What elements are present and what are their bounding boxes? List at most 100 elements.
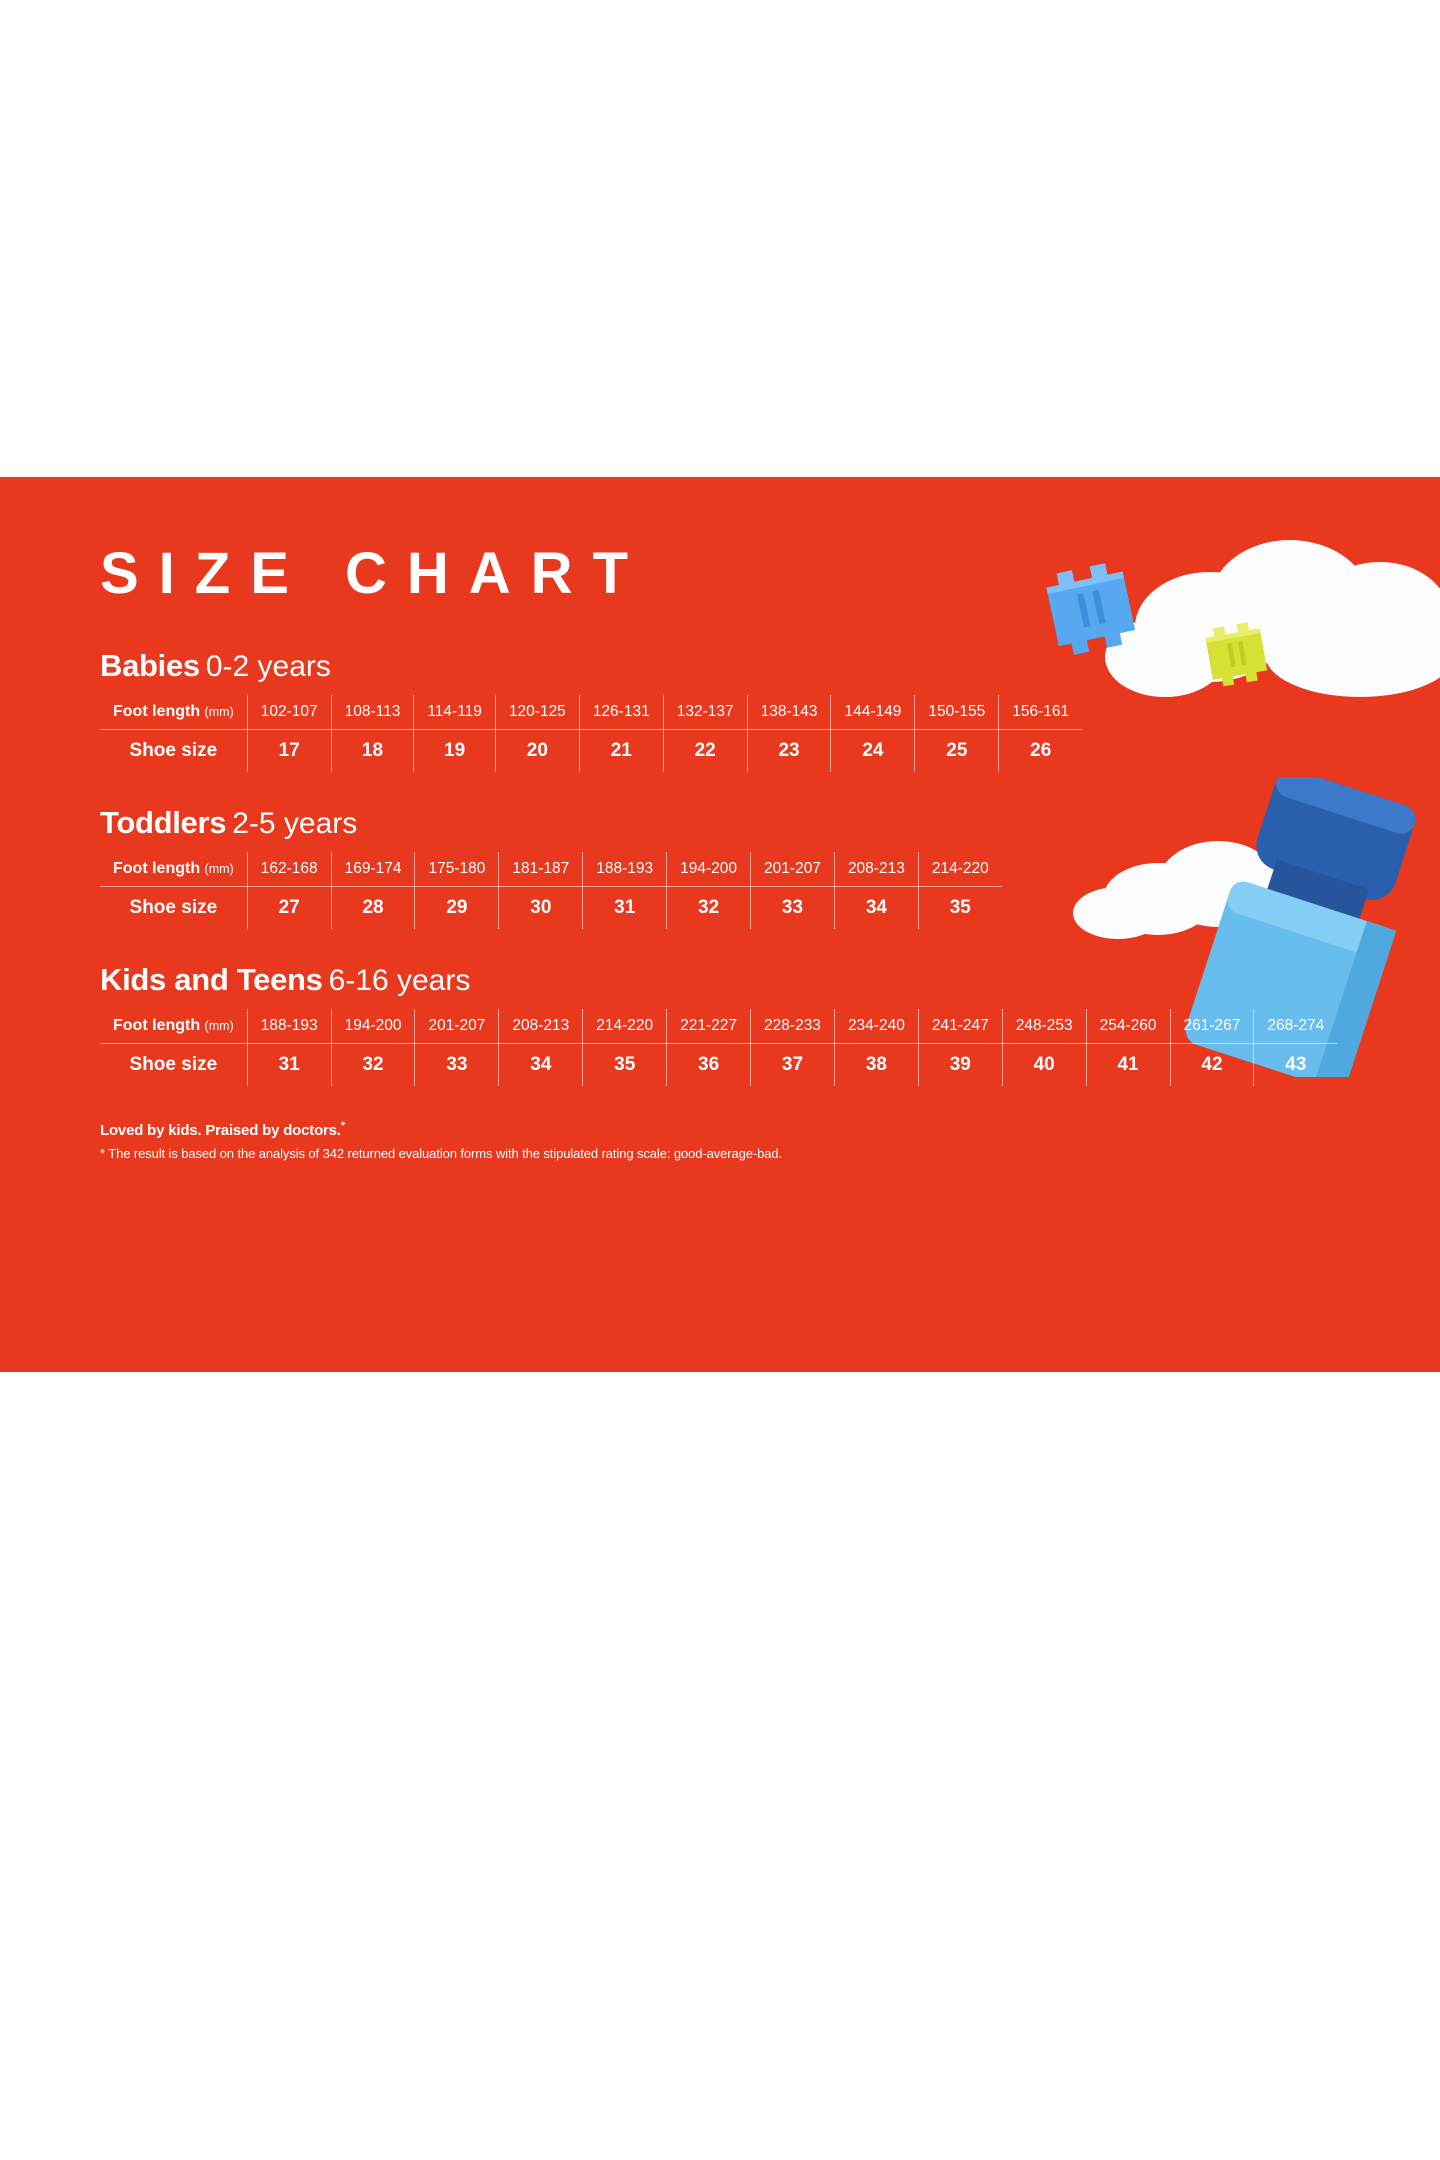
cell-shoe-size: 23 <box>747 729 832 773</box>
cell-shoe-size: 33 <box>414 1043 500 1087</box>
cell-foot-length: 214-220 <box>582 1009 668 1045</box>
section-age-range: 2-5 years <box>232 807 358 841</box>
cell-foot-length: 254-260 <box>1086 1009 1171 1045</box>
size-chart-panel: SIZE CHART Babies 0-2 years Foot length (… <box>0 477 1440 1372</box>
section-age-range: 0-2 years <box>205 650 331 683</box>
tagline-asterisk: * <box>340 1120 345 1133</box>
cell-foot-length: 181-187 <box>498 852 584 888</box>
page-title: SIZE CHART <box>100 541 648 606</box>
cell-shoe-size: 34 <box>498 1043 584 1087</box>
section-heading-toddlers: Toddlers 2-5 years <box>100 805 1350 841</box>
foot-length-unit: (mm) <box>204 1019 234 1034</box>
cell-shoe-size: 39 <box>918 1043 1003 1087</box>
cell-shoe-size: 32 <box>666 886 752 930</box>
cell-foot-length: 261-267 <box>1170 1009 1255 1045</box>
cell-shoe-size: 34 <box>834 886 919 930</box>
section-heading-kids-and-teens: Kids and Teens 6-16 years <box>100 962 1350 998</box>
cell-shoe-size: 43 <box>1285 1054 1307 1076</box>
table-row-shoe-size: Shoe size 27 28 29 30 31 32 33 34 35 <box>100 886 1002 930</box>
cell-shoe-size: 37 <box>750 1043 835 1087</box>
cell-foot-length: 144-149 <box>830 695 916 731</box>
cell-foot-length: 208-213 <box>834 852 919 888</box>
section-kids-and-teens: Kids and Teens 6-16 years Foot length (mm… <box>100 962 1350 1087</box>
section-group-name: Babies <box>100 648 200 683</box>
table-row-foot-length: Foot length (mm) 102-107 108-113 114-119… <box>100 695 1083 731</box>
cell-foot-length: 132-137 <box>663 695 748 731</box>
cell-shoe-size: 41 <box>1086 1043 1171 1087</box>
cell-shoe-size: 36 <box>666 1043 752 1087</box>
cell-foot-length: 188-193 <box>582 852 668 888</box>
cell-foot-length: 169-174 <box>331 852 416 888</box>
cell-foot-length: 248-253 <box>1002 1009 1087 1045</box>
cell-foot-length: 194-200 <box>666 852 752 888</box>
table-row-shoe-size: Shoe size 31 32 33 34 35 36 37 38 39 40 … <box>100 1043 1337 1087</box>
cell-shoe-size: 17 <box>247 729 332 773</box>
cell-foot-length: 201-207 <box>750 852 835 888</box>
cell-shoe-size: 32 <box>331 1043 416 1087</box>
size-table-kids-and-teens: Foot length (mm) 188-193 194-200 201-207… <box>100 1009 1338 1087</box>
cell-shoe-size: 22 <box>663 729 748 773</box>
cell-foot-length: 201-207 <box>414 1009 500 1045</box>
section-group-name: Kids and Teens <box>100 962 323 998</box>
cell-foot-length: 234-240 <box>834 1009 919 1045</box>
section-age-range: 6-16 years <box>328 964 471 998</box>
cell-foot-length: 102-107 <box>247 695 332 731</box>
foot-length-label: Foot length <box>113 1017 201 1035</box>
cell-foot-length: 214-220 <box>918 852 1002 888</box>
section-group-name: Toddlers <box>100 805 227 841</box>
cell-foot-length: 228-233 <box>750 1009 835 1045</box>
section-babies: Babies 0-2 years Foot length (mm) 102-107… <box>100 648 1350 773</box>
cell-shoe-size: 25 <box>914 729 1000 773</box>
row-label-foot-length: Foot length (mm) <box>100 695 248 731</box>
cell-shoe-size: 21 <box>579 729 664 773</box>
cell-shoe-size: 30 <box>498 886 584 930</box>
cell-foot-length: 268-274 <box>1253 1009 1338 1045</box>
cell-shoe-size: 38 <box>834 1043 919 1087</box>
cell-shoe-size: 28 <box>331 886 416 930</box>
cell-shoe-size: 40 <box>1002 1043 1087 1087</box>
table-row-foot-length: Foot length (mm) 162-168 169-174 175-180… <box>100 852 1002 888</box>
cell-shoe-size: 29 <box>414 886 500 930</box>
cell-shoe-size: 42 <box>1170 1043 1255 1087</box>
tagline-text: Loved by kids. Praised by doctors. <box>100 1122 341 1140</box>
cell-foot-length: 194-200 <box>331 1009 416 1045</box>
footnote: * The result is based on the analysis of… <box>100 1146 783 1162</box>
cell-foot-length: 150-155 <box>914 695 1000 731</box>
cell-shoe-size: 20 <box>495 729 580 773</box>
cell-foot-length: 138-143 <box>747 695 832 731</box>
cell-foot-length: 175-180 <box>414 852 500 888</box>
cell-foot-length: 156-161 <box>998 695 1083 731</box>
cell-foot-length: 188-193 <box>247 1009 332 1045</box>
cell-shoe-size: 33 <box>750 886 835 930</box>
cell-foot-length: 208-213 <box>498 1009 584 1045</box>
section-toddlers: Toddlers 2-5 years Foot length (mm) 162-1… <box>100 805 1350 930</box>
foot-length-label: Foot length <box>113 703 201 721</box>
cell-shoe-size: 35 <box>582 1043 668 1087</box>
row-label-shoe-size: Shoe size <box>100 886 248 930</box>
table-row-foot-length: Foot length (mm) 188-193 194-200 201-207… <box>100 1009 1338 1045</box>
cell-shoe-size: 26 <box>1030 740 1052 762</box>
row-label-shoe-size: Shoe size <box>100 729 248 773</box>
size-table-babies: Foot length (mm) 102-107 108-113 114-119… <box>100 695 1083 773</box>
row-label-foot-length: Foot length (mm) <box>100 1009 248 1045</box>
section-heading-babies: Babies 0-2 years <box>100 648 1350 683</box>
size-table-toddlers: Foot length (mm) 162-168 169-174 175-180… <box>100 852 1002 930</box>
foot-length-label: Foot length <box>113 860 201 878</box>
cell-shoe-size: 19 <box>413 729 496 773</box>
cell-shoe-size: 31 <box>247 1043 332 1087</box>
table-row-shoe-size: Shoe size 17 18 19 20 21 22 23 24 25 26 <box>100 729 1082 773</box>
row-label-shoe-size: Shoe size <box>100 1043 248 1087</box>
cell-shoe-size: 35 <box>949 897 971 919</box>
cell-shoe-size: 24 <box>830 729 916 773</box>
foot-length-unit: (mm) <box>204 862 234 877</box>
row-label-foot-length: Foot length (mm) <box>100 852 248 888</box>
cell-foot-length: 221-227 <box>666 1009 752 1045</box>
cell-foot-length: 120-125 <box>495 695 580 731</box>
cell-foot-length: 126-131 <box>579 695 664 731</box>
cell-shoe-size: 18 <box>331 729 415 773</box>
tagline: Loved by kids. Praised by doctors.* <box>100 1120 1350 1139</box>
cell-foot-length: 241-247 <box>918 1009 1003 1045</box>
cell-foot-length: 162-168 <box>247 852 332 888</box>
cell-shoe-size: 31 <box>582 886 668 930</box>
cell-shoe-size: 27 <box>247 886 332 930</box>
